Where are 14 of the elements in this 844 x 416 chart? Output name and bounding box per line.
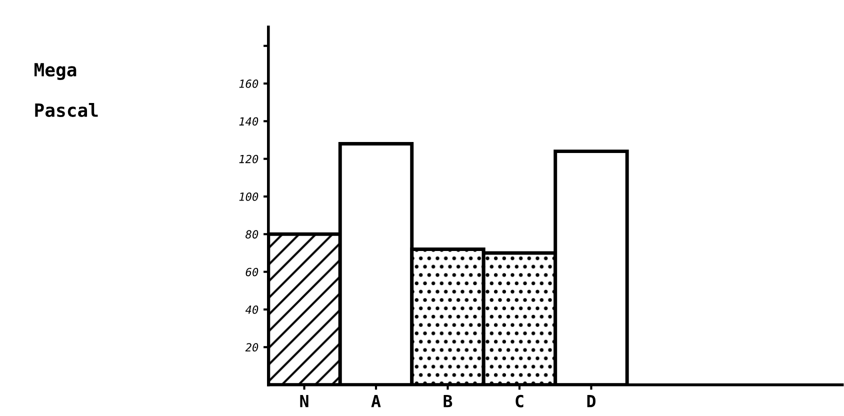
x-tick-label: C (516, 394, 524, 408)
text: Mega Pascal (34, 63, 98, 117)
x-tick-label: D (587, 395, 596, 408)
x-tick-label: B (444, 395, 452, 408)
y-tick-label: 80 (246, 230, 258, 239)
y-tick-label: 120 (239, 154, 258, 164)
y-tick-label: 20 (245, 343, 258, 352)
y-tick-label: 160 (239, 80, 258, 88)
x-tick-label: A (371, 395, 381, 408)
x-tick-label: N (300, 395, 308, 408)
y-tick-label: 140 (239, 117, 258, 126)
y-tick-label: 60 (246, 268, 258, 276)
y-tick-label: 40 (245, 305, 258, 314)
y-tick-label: 100 (239, 192, 258, 201)
